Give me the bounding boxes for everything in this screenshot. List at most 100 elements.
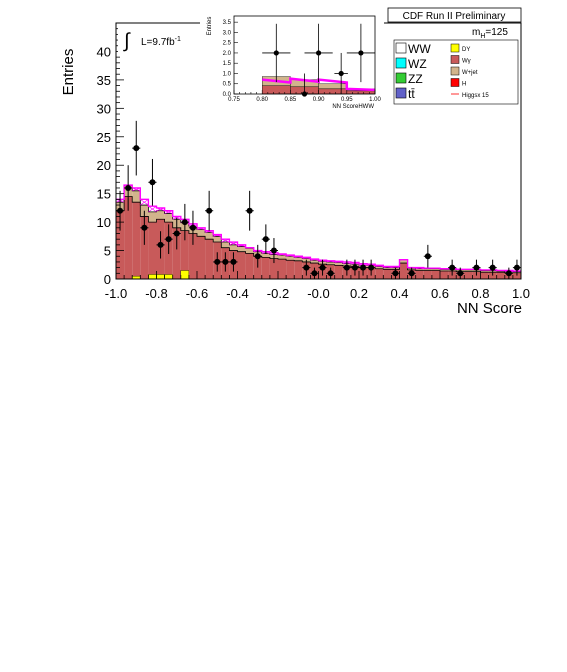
inset-x-axis: 0.75 0.80 0.85 0.90 0.95 1.00 <box>228 90 381 103</box>
y-tick-label: 35 <box>97 73 111 88</box>
data-point <box>133 145 140 152</box>
dy-bar <box>164 274 173 280</box>
wjet-bar <box>278 255 287 260</box>
wgamma-bar <box>375 268 384 279</box>
wgamma-bar <box>383 269 392 279</box>
wjet-bar <box>132 190 141 203</box>
wgamma-bar <box>399 263 408 279</box>
x-tick-label: -1.0 <box>105 286 127 301</box>
wgamma-bar <box>415 270 424 279</box>
x-tick-label: -0.8 <box>145 286 167 301</box>
wgamma-bar <box>278 259 287 279</box>
wgamma-bar <box>132 202 141 279</box>
data-point <box>319 264 326 271</box>
inset-y-tick-label: 2.5 <box>223 41 232 47</box>
inset-wgamma-bar <box>318 88 348 95</box>
data-point <box>513 264 520 271</box>
legend-entry-label: Wγ <box>462 59 471 65</box>
data-point <box>327 270 334 277</box>
data-point <box>181 219 188 226</box>
legend-swatch <box>450 55 460 64</box>
wgamma-bar <box>431 270 440 279</box>
higgs-x15-hatch <box>294 255 303 258</box>
wjet-bar <box>286 256 295 261</box>
inset-data-point <box>273 50 279 56</box>
y-tick-label: 30 <box>97 101 111 116</box>
mass-value: =125 <box>485 27 508 38</box>
wgamma-bar <box>480 272 489 279</box>
luminosity-text: L=9.7fb <box>141 37 175 48</box>
inset-data-point <box>338 70 344 77</box>
integral-symbol: ∫ <box>123 30 131 52</box>
legend-entry-label: ZZ <box>408 72 423 86</box>
inset-y-tick-label: 3.0 <box>223 30 232 36</box>
data-point <box>424 253 431 260</box>
wgamma-bar <box>116 210 125 279</box>
wgamma-bar <box>140 216 149 279</box>
data-point <box>505 270 512 277</box>
higgs-x15-hatch <box>237 244 246 247</box>
svg-text:L=9.7fb-1: L=9.7fb-1 <box>141 36 181 48</box>
data-point <box>360 264 367 271</box>
data-point <box>117 207 124 214</box>
data-point <box>303 264 310 271</box>
higgs-x15-hatch <box>302 257 311 259</box>
data-point <box>489 264 496 271</box>
inset-data-point <box>316 50 322 56</box>
wjet-bar <box>440 269 449 272</box>
wgamma-bar <box>261 257 270 279</box>
wjet-bar <box>480 270 489 273</box>
wjet-bar <box>464 269 473 272</box>
chart-header-text: CDF Run II Preliminary <box>403 11 506 22</box>
y-tick-label: 20 <box>97 158 111 173</box>
higgs-x15-line <box>116 184 521 272</box>
data-point <box>392 270 399 277</box>
wjet-bar <box>245 248 254 254</box>
wgamma-bar <box>124 196 133 279</box>
wjet-bar <box>294 257 303 261</box>
wgamma-bar <box>423 270 432 279</box>
data-point <box>157 241 164 248</box>
inset-y-tick-label: 1.0 <box>223 71 232 77</box>
legend-entry-label: WZ <box>408 57 427 71</box>
inset-data-point <box>358 50 364 56</box>
data-point <box>189 224 196 231</box>
wgamma-outline <box>115 196 521 279</box>
luminosity-label: ∫ L=9.7fb-1 <box>118 25 194 53</box>
wgamma-bar <box>334 265 343 279</box>
mass-subscript: H <box>480 33 485 40</box>
x-tick-label: 0.6 <box>431 286 449 301</box>
higgs-x15-hatch <box>326 260 335 263</box>
legend-swatch <box>450 78 460 87</box>
x-tick-label: -0.2 <box>267 286 289 301</box>
legend-entry-label: DY <box>462 47 470 53</box>
wgamma-bar <box>237 251 246 279</box>
wjet-bar <box>221 242 230 248</box>
wjet-bar <box>229 244 238 251</box>
inset-x-axis-label: NN ScoreHWW <box>332 104 374 110</box>
higgs-x15-hatch <box>196 227 206 230</box>
data-point <box>368 264 375 271</box>
x-tick-label: -0.4 <box>226 286 248 301</box>
legend-swatch <box>395 57 407 69</box>
data-point <box>165 236 172 243</box>
x-tick-label: -0.6 <box>186 286 208 301</box>
wjet-bar <box>399 259 408 264</box>
data-point <box>311 270 318 277</box>
data-point <box>343 264 350 271</box>
wgamma-bar <box>172 227 181 279</box>
x-tick-label: 0.2 <box>350 286 368 301</box>
luminosity-exponent: -1 <box>175 36 181 43</box>
data-point <box>270 247 277 254</box>
wjet-bar <box>334 262 343 266</box>
x-tick-label: 1.0 <box>512 286 530 301</box>
inset-wgamma-bar <box>346 90 376 95</box>
wgamma-bar <box>188 233 197 279</box>
wgamma-bar <box>512 272 521 279</box>
data-point <box>222 258 229 265</box>
wgamma-bar <box>180 230 189 279</box>
main-data-layer <box>116 120 521 279</box>
main-y-axis: 0 5 10 15 20 25 30 35 40 <box>97 22 124 287</box>
